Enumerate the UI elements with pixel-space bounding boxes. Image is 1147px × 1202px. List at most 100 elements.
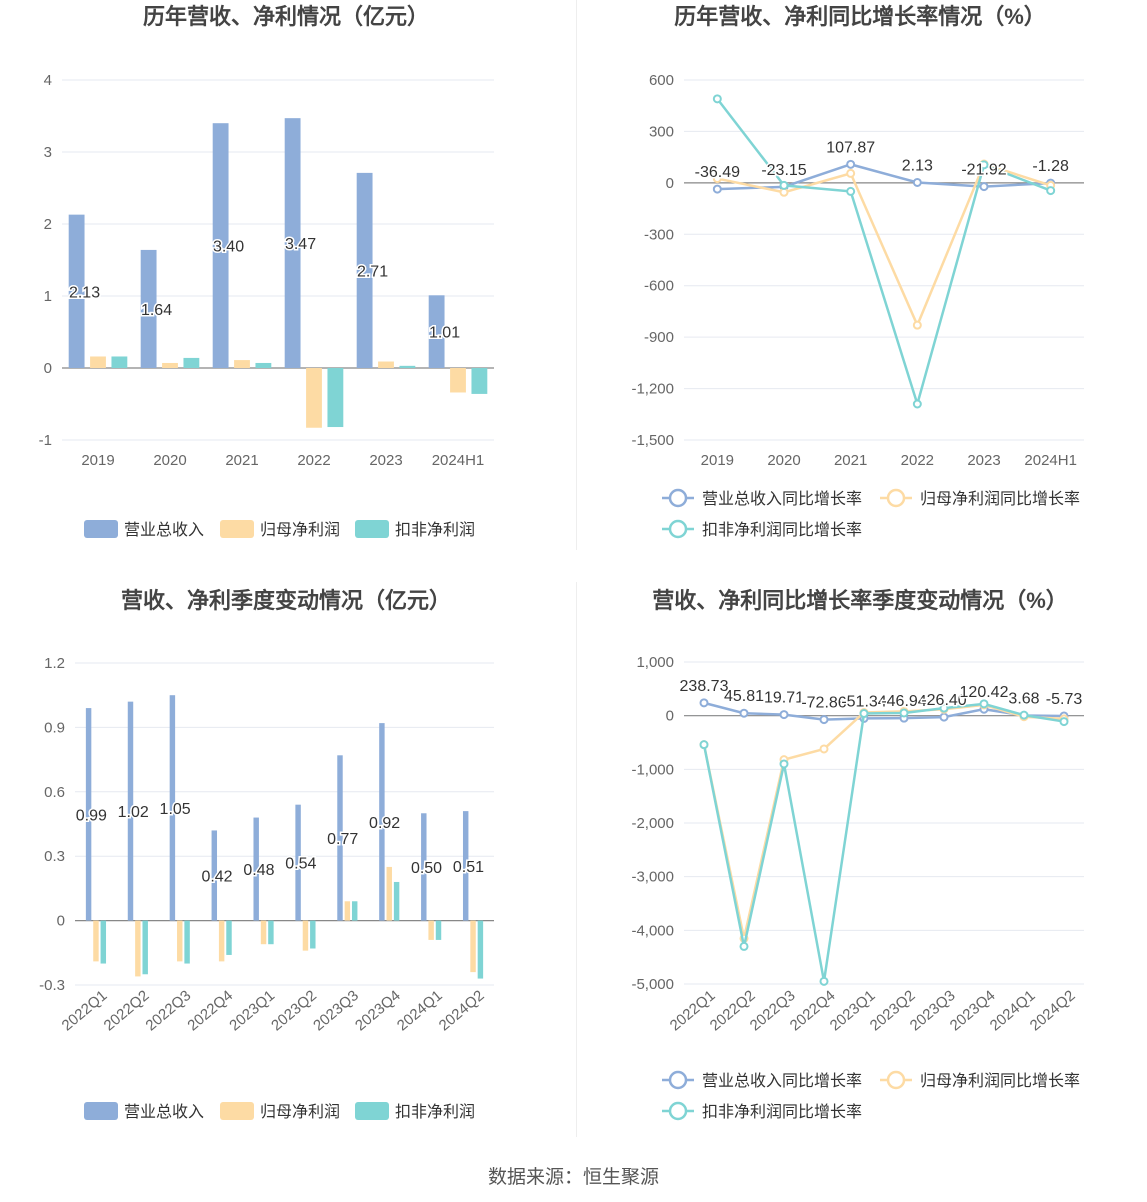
point-value-label: -21.92 <box>961 162 1006 179</box>
y-tick-label: -5,000 <box>631 976 674 993</box>
chart-title: 历年营收、净利情况（亿元） <box>143 4 429 29</box>
bar-deducted-profit <box>111 356 128 368</box>
y-tick-label: 0.9 <box>44 719 65 736</box>
y-tick-label: -2,000 <box>631 815 674 832</box>
bar-revenue <box>211 830 218 921</box>
bar-net-profit <box>260 920 267 945</box>
series-point <box>979 160 989 170</box>
bar-value-label: 1.64 <box>141 302 172 319</box>
bar-deducted-profit <box>268 920 274 945</box>
x-tick-label: 2022 <box>297 452 330 469</box>
chart-title: 营收、净利同比增长率季度变动情况（%） <box>652 588 1068 613</box>
legend-label: 扣非净利润 <box>395 521 475 539</box>
chart-svg: 历年营收、净利情况（亿元） 4 3 2 1 0 -1 2019 2020 2021 2022 2023… <box>39 4 494 539</box>
bar-deducted-profit <box>393 881 400 921</box>
point-value-label: -1.28 <box>1032 158 1069 175</box>
bar-deducted-profit <box>183 357 200 368</box>
legend-marker <box>668 1101 688 1121</box>
point-value-label: 19.71 <box>764 690 804 707</box>
bar-deducted-profit <box>471 368 488 394</box>
series-point <box>819 715 829 725</box>
point-value-label: -5.73 <box>1046 691 1083 708</box>
x-tick-label: 2023 <box>967 452 1000 469</box>
bar-revenue <box>68 214 85 368</box>
y-tick-label: 0 <box>666 175 674 192</box>
bar-net-profit <box>135 920 141 977</box>
chart-svg: 营收、净利同比增长率季度变动情况（%） 1,000 0 -1,000 -2,000 -3,… <box>631 588 1084 1121</box>
series-point <box>779 710 789 720</box>
legend-swatch <box>84 520 118 538</box>
legend-label: 归母净利润同比增长率 <box>920 490 1080 508</box>
annual-revenue-profit-chart: 历年营收、净利情况（亿元） 4 3 2 1 0 -1 2019 2020 2021 2022 2023… <box>0 0 573 580</box>
x-tick-label: 2023Q1 <box>226 987 278 1034</box>
y-tick-label: -4,000 <box>631 922 674 939</box>
series-point <box>712 174 722 184</box>
bar-net-profit <box>428 920 434 940</box>
bar-deducted-profit <box>226 920 232 955</box>
bar-net-profit <box>450 368 466 393</box>
x-tick-label: 2023Q3 <box>310 987 362 1034</box>
series-point <box>912 320 922 330</box>
bar-revenue <box>140 249 157 368</box>
bar-deducted-profit <box>399 365 416 368</box>
bar-value-label: 0.51 <box>453 859 484 876</box>
y-tick-label: 300 <box>649 123 674 140</box>
legend-label: 扣非净利润同比增长率 <box>702 521 862 539</box>
series-line <box>702 703 1065 939</box>
series-point <box>846 159 856 169</box>
point-value-label: -36.49 <box>695 164 740 181</box>
vertical-divider-top <box>576 0 577 550</box>
legend-label: 归母净利润 <box>260 1103 340 1121</box>
y-tick-label: -600 <box>644 278 674 295</box>
x-tick-label: 2020 <box>153 452 186 469</box>
series-point <box>779 180 789 190</box>
bar-revenue <box>85 708 92 921</box>
series-point <box>739 941 749 951</box>
bar-revenue <box>379 723 385 921</box>
point-value-label: -72.86 <box>801 695 846 712</box>
series-point <box>819 976 829 986</box>
legend-swatch <box>220 520 254 538</box>
y-tick-label: -1,500 <box>631 432 674 449</box>
legend-swatch <box>355 1102 389 1120</box>
legend-marker <box>668 488 688 508</box>
legend-swatch <box>84 1102 118 1120</box>
bar-net-profit <box>302 920 309 951</box>
series-point <box>912 177 922 187</box>
point-value-label: -46.94 <box>881 693 926 710</box>
x-tick-label: 2022 <box>901 452 934 469</box>
bar-deducted-profit <box>435 920 442 940</box>
series-line <box>716 98 1052 409</box>
series-point <box>819 744 829 754</box>
series-line <box>717 162 1052 329</box>
bar-net-profit <box>162 362 178 368</box>
series-point <box>1019 710 1029 720</box>
series-line <box>703 701 1065 721</box>
bar-revenue <box>421 813 427 921</box>
point-value-label: 2.13 <box>902 157 933 174</box>
bar-revenue <box>295 804 301 921</box>
y-tick-label: 4 <box>44 72 52 89</box>
y-tick-label: -900 <box>644 329 674 346</box>
series-point <box>899 708 909 718</box>
legend-marker <box>668 1070 688 1090</box>
bar-value-label: 3.40 <box>213 239 244 256</box>
x-tick-label: 2024Q2 <box>1027 987 1079 1034</box>
y-tick-label: 1.2 <box>44 655 65 672</box>
legend-label: 营业总收入 <box>124 1103 204 1121</box>
bar-revenue <box>356 172 373 368</box>
y-tick-label: -1,000 <box>631 761 674 778</box>
data-source-note: 数据来源：恒生聚源 <box>487 1167 659 1188</box>
point-value-label: 238.73 <box>680 678 729 695</box>
legend-marker <box>668 519 688 539</box>
series-point <box>712 184 722 194</box>
y-tick-label: -300 <box>644 226 674 243</box>
y-tick-label: 1,000 <box>636 654 674 671</box>
x-tick-label: 2024H1 <box>1024 452 1077 469</box>
y-tick-label: -1,200 <box>631 381 674 398</box>
series-point <box>1046 186 1056 196</box>
bar-deducted-profit <box>327 368 344 428</box>
series-point <box>859 709 869 719</box>
y-tick-label: 0 <box>44 360 52 377</box>
bar-net-profit <box>93 920 99 962</box>
